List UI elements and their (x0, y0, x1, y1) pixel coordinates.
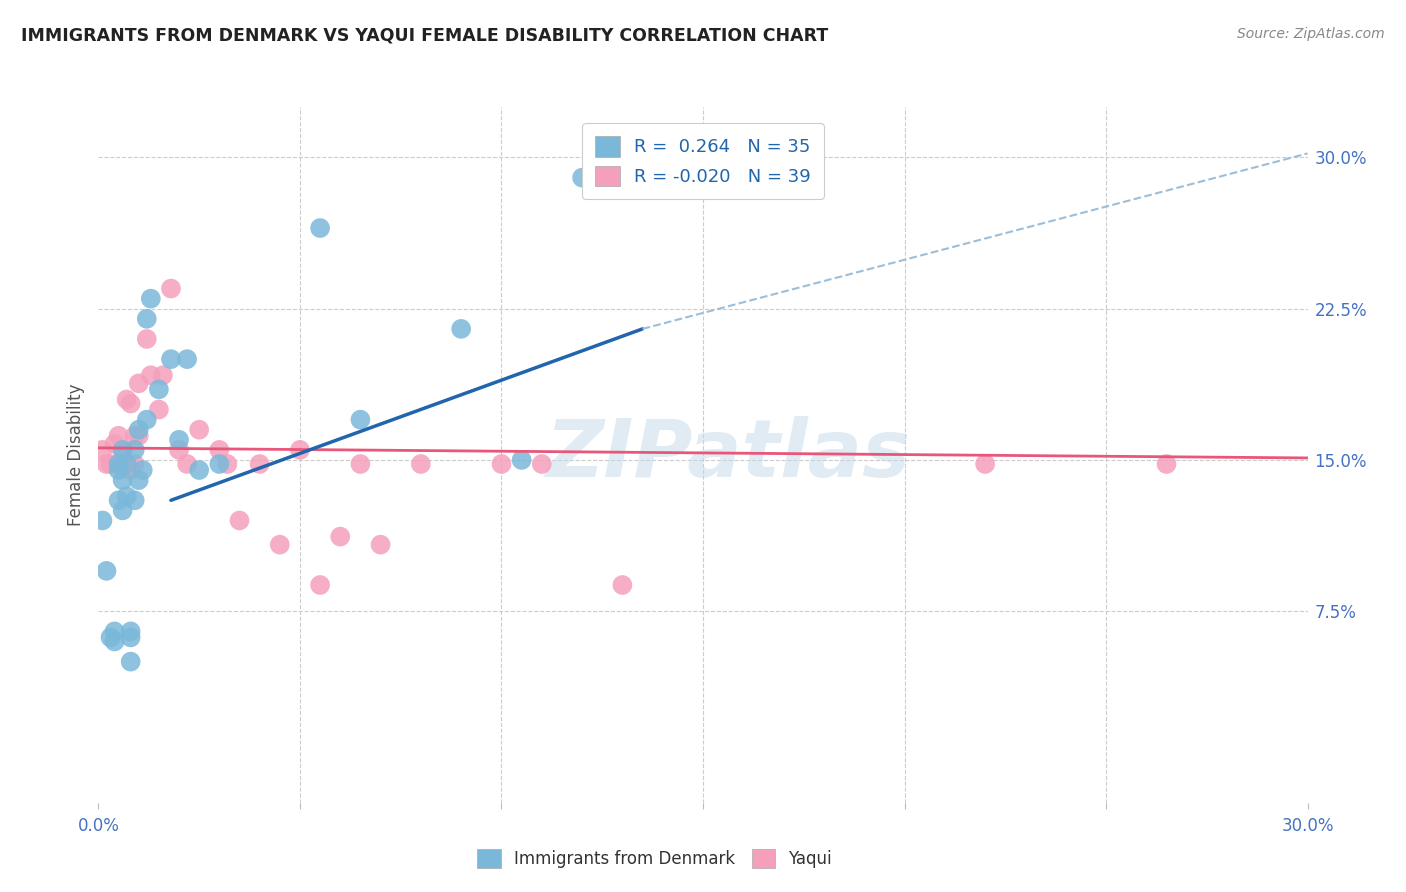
Point (269, 538, 291, 552)
Point (124, 442, 146, 457)
Point (612, 578, 634, 592)
Point (103, 624, 125, 639)
Text: ZIPatlas: ZIPatlas (544, 416, 910, 494)
Point (124, 429, 146, 443)
Point (107, 463, 129, 477)
Point (228, 513, 250, 527)
Legend: Immigrants from Denmark, Yaqui: Immigrants from Denmark, Yaqui (471, 842, 838, 874)
Point (309, 578, 332, 592)
Point (370, 538, 392, 552)
Point (167, 442, 190, 457)
Point (208, 457, 231, 471)
Point (120, 655, 142, 669)
Point (160, 352, 183, 367)
Point (91, 513, 114, 527)
Point (974, 457, 997, 471)
Point (139, 368, 162, 383)
Y-axis label: Female Disability: Female Disability (66, 384, 84, 526)
Point (96, 457, 118, 471)
Point (128, 429, 150, 443)
Point (100, 457, 122, 471)
Point (176, 457, 198, 471)
Point (208, 442, 231, 457)
Text: IMMIGRANTS FROM DENMARK VS YAQUI FEMALE DISABILITY CORRELATION CHART: IMMIGRANTS FROM DENMARK VS YAQUI FEMALE … (21, 27, 828, 45)
Point (167, 433, 190, 447)
Point (152, 368, 174, 383)
Point (128, 423, 150, 437)
Point (111, 442, 134, 457)
Point (135, 412, 157, 426)
Point (176, 352, 198, 367)
Point (107, 429, 129, 443)
Point (491, 457, 513, 471)
Point (115, 392, 138, 407)
Point (124, 493, 146, 508)
Point (329, 530, 352, 544)
Point (111, 442, 134, 457)
Point (309, 221, 332, 235)
Point (139, 292, 162, 306)
Point (128, 473, 150, 487)
Point (128, 376, 150, 391)
Point (120, 396, 142, 410)
Point (571, 170, 593, 185)
Point (349, 412, 371, 426)
Point (91, 442, 114, 457)
Point (148, 402, 170, 417)
Point (107, 493, 129, 508)
Point (249, 457, 271, 471)
Point (530, 457, 553, 471)
Point (111, 503, 134, 517)
Point (115, 457, 138, 471)
Point (450, 322, 472, 336)
Point (409, 457, 432, 471)
Point (120, 463, 142, 477)
Point (103, 437, 125, 451)
Point (188, 463, 211, 477)
Point (120, 631, 142, 645)
Point (120, 624, 142, 639)
Point (349, 457, 371, 471)
Text: Source: ZipAtlas.com: Source: ZipAtlas.com (1237, 27, 1385, 41)
Point (124, 457, 146, 471)
Point (115, 489, 138, 503)
Point (107, 457, 129, 471)
Point (132, 463, 155, 477)
Point (107, 457, 129, 471)
Point (217, 457, 239, 471)
Point (135, 311, 157, 326)
Point (148, 383, 170, 397)
Point (115, 457, 138, 471)
Point (96, 564, 118, 578)
Point (111, 473, 134, 487)
Point (103, 634, 125, 648)
Point (160, 281, 183, 295)
Point (135, 332, 157, 346)
Point (288, 442, 311, 457)
Point (100, 631, 122, 645)
Point (1156, 457, 1178, 471)
Point (188, 423, 211, 437)
Point (510, 453, 533, 467)
